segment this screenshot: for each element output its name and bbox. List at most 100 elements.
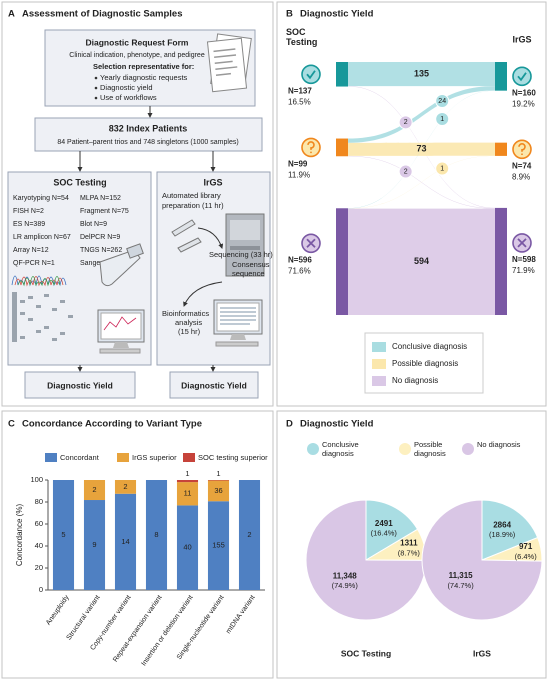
- count-label: 155: [212, 541, 225, 550]
- pipette-illustration: [171, 219, 202, 253]
- flow-label: 2: [404, 168, 408, 175]
- selection-item: Diagnostic yield: [100, 83, 153, 92]
- bar-segment: [207, 480, 230, 502]
- flow-badge: [398, 115, 413, 130]
- soc-test: ES N=389: [13, 221, 45, 228]
- flow-label: 594: [414, 256, 429, 266]
- flow-badge: [398, 164, 413, 179]
- irgs-step: Sequencing (33 hr): [209, 250, 273, 259]
- panel-letter: D: [286, 419, 293, 430]
- bullet: [94, 86, 98, 90]
- irgs-step: analysis: [175, 318, 202, 327]
- count-label: 5: [61, 530, 65, 539]
- soc-test: DelPCR N=9: [80, 234, 120, 241]
- soc-test: QF-PCR N=1: [13, 260, 55, 267]
- legend-label: No diagnosis: [392, 376, 438, 385]
- bullet: [94, 76, 98, 80]
- node-percent: 71.6%: [288, 266, 311, 275]
- slice-value: 2491: [375, 519, 393, 528]
- irgs-step: (15 hr): [178, 327, 201, 336]
- irgs-step: Consensus: [232, 260, 270, 269]
- panel-letter: C: [8, 419, 15, 430]
- slice-percent: (18.9%): [489, 530, 516, 539]
- icon-question: [518, 143, 526, 152]
- chromatogram-illustration: [11, 275, 67, 287]
- soc-title: SOC Testing: [53, 177, 106, 187]
- count-label: 8: [154, 530, 158, 539]
- arrow: [183, 281, 223, 307]
- x-tick-label: Structural variant: [66, 594, 102, 641]
- y-tick-label: 40: [35, 541, 43, 550]
- flow-badge: [435, 112, 450, 127]
- count-label: 2: [247, 530, 251, 539]
- x-tick-label: Insertion or deletion variant: [140, 594, 194, 667]
- node-count: N=596: [288, 255, 312, 264]
- status-icon: [512, 139, 532, 160]
- soc-test: Blot N=9: [80, 221, 107, 228]
- selection-item: Yearly diagnostic requests: [100, 73, 188, 82]
- irgs-title: IrGS: [203, 177, 222, 187]
- soc-test: LR amplicon N=67: [13, 234, 71, 241]
- bar-segment: [207, 480, 230, 481]
- flow: [348, 142, 495, 156]
- panel-frame: [276, 410, 547, 679]
- index-box: [34, 117, 263, 152]
- count-label: 40: [183, 543, 191, 552]
- panel-title: Assessment of Diagnostic Samples: [22, 9, 183, 20]
- soc-test: FISH N=2: [13, 208, 44, 215]
- flow: [348, 90, 495, 209]
- flow-label: 135: [414, 68, 429, 78]
- selection-item: Use of workflows: [100, 93, 157, 102]
- status-icon: [301, 233, 321, 254]
- node: [336, 208, 348, 315]
- legend-swatch: [117, 453, 129, 462]
- slice-percent: (6.4%): [515, 552, 538, 561]
- node-percent: 16.5%: [288, 97, 311, 106]
- icon-dot: [521, 153, 523, 156]
- count-label: 14: [121, 537, 129, 546]
- bar-segment: [145, 480, 168, 590]
- soc-test: Fragment N=75: [80, 208, 129, 215]
- slice-percent: (16.4%): [371, 529, 398, 538]
- output-box: [169, 371, 259, 399]
- panel-title: Concordance According to Variant Type: [22, 419, 202, 430]
- irgs-step: preparation (11 hr): [162, 201, 224, 210]
- icon-cross: [517, 238, 527, 248]
- flow-badge: [435, 161, 450, 176]
- node: [495, 62, 507, 91]
- node: [495, 142, 507, 156]
- icon-check: [517, 72, 527, 82]
- y-tick-label: 80: [35, 497, 43, 506]
- gel-illustration: [12, 292, 73, 342]
- legend-label: Concordant: [60, 453, 100, 462]
- count-label: 1: [216, 469, 220, 478]
- flow-badge: [435, 93, 450, 108]
- panel-frame: [276, 1, 547, 407]
- node-count: N=74: [512, 161, 532, 170]
- panel-title: Diagnostic Yield: [300, 419, 374, 430]
- flow: [348, 208, 495, 315]
- flow-label: 1: [440, 116, 444, 123]
- bar-segment: [176, 480, 199, 483]
- legend-swatch: [372, 342, 386, 352]
- y-tick-label: 20: [35, 563, 43, 572]
- slice-percent: (8.7%): [398, 548, 421, 557]
- arrow: [197, 227, 224, 249]
- bar-segment: [83, 500, 106, 590]
- index-subtitle: 84 Patient–parent trios and 748 singleto…: [57, 139, 238, 146]
- icon-question: [307, 141, 315, 150]
- node-count: N=160: [512, 88, 536, 97]
- flow-label: 24: [438, 98, 446, 105]
- flow: [348, 62, 495, 87]
- bar-segment: [52, 480, 75, 590]
- flow-label: 1: [440, 165, 444, 172]
- panel-letter: A: [8, 9, 15, 20]
- node-count: N=598: [512, 255, 536, 264]
- flow-label: 73: [416, 144, 426, 154]
- y-axis-label: Concordance (%): [15, 504, 24, 567]
- slice-value: 971: [519, 542, 533, 551]
- pie-title: SOC Testing: [341, 648, 391, 658]
- icon-cross: [306, 238, 316, 248]
- legend-swatch: [399, 443, 411, 455]
